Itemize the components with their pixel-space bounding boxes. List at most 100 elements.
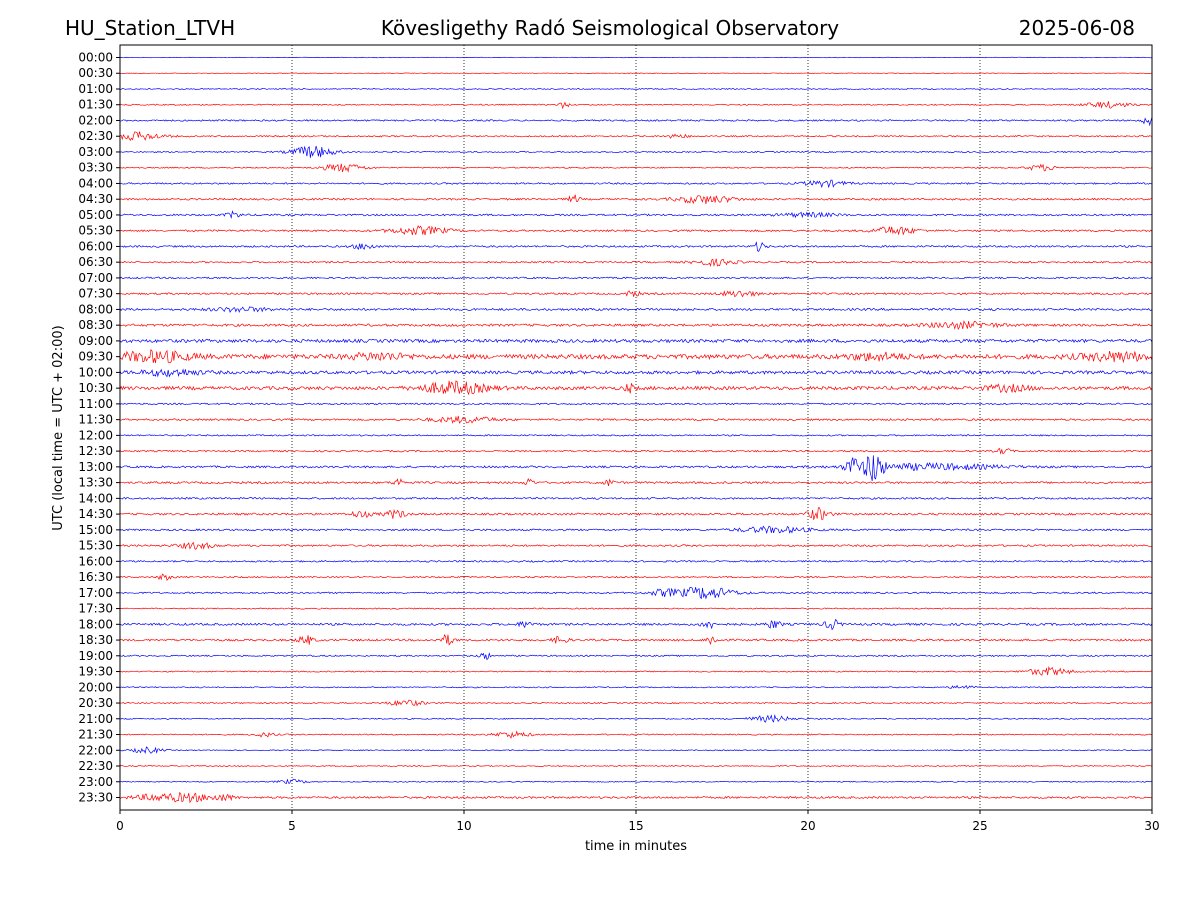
y-tick-label: 15:00 [78,523,113,537]
y-tick-label: 06:30 [78,255,113,269]
y-tick-label: 10:30 [78,381,113,395]
y-tick-label: 07:00 [78,271,113,285]
y-tick-label: 11:30 [78,413,113,427]
y-tick-label: 08:00 [78,302,113,316]
trace-0830 [119,320,1153,331]
y-tick-label: 14:00 [78,491,113,505]
y-tick-label: 04:00 [78,176,113,190]
y-tick-label: 14:30 [78,507,113,521]
y-tick-label: 09:30 [78,350,113,364]
trace-0300 [119,145,1153,158]
observatory-title: Kövesligethy Radó Seismological Observat… [381,16,839,40]
y-tick-label: 20:00 [78,680,113,694]
date-title: 2025-06-08 [1019,16,1135,40]
trace-1930 [119,666,1153,676]
trace-0400 [119,179,1153,189]
y-tick-label: 06:00 [78,239,113,253]
x-tick-label: 0 [116,819,124,833]
trace-1630 [119,573,1153,581]
trace-2330 [119,791,1153,804]
y-tick-label: 22:00 [78,743,113,757]
trace-1430 [119,507,1153,520]
y-tick-label: 12:00 [78,428,113,442]
trace-1500 [119,525,1153,535]
y-tick-label: 00:00 [78,51,113,65]
trace-0700 [119,276,1153,280]
trace-2300 [119,778,1153,785]
trace-1100 [119,402,1153,406]
trace-1000 [119,368,1153,378]
y-tick-label: 02:00 [78,113,113,127]
traces [119,56,1153,804]
trace-2000 [119,684,1153,689]
x-tick-label: 5 [288,819,296,833]
y-tick-label: 02:30 [78,129,113,143]
x-axis-label: time in minutes [585,839,687,854]
y-tick-label: 13:00 [78,460,113,474]
trace-0530 [119,224,1153,236]
y-tick-label: 05:30 [78,224,113,238]
y-tick-label: 18:00 [78,617,113,631]
x-tick-label: 15 [628,819,643,833]
trace-0000 [119,56,1153,59]
y-tick-label: 12:30 [78,444,113,458]
trace-1530 [119,541,1153,550]
y-tick-label: 01:00 [78,82,113,96]
y-tick-label: 23:30 [78,791,113,805]
trace-1300 [119,455,1153,481]
y-tick-label: 11:00 [78,397,113,411]
y-tick-label: 13:30 [78,476,113,490]
trace-2030 [119,699,1153,707]
trace-0230 [119,131,1153,141]
x-tick-label: 30 [1144,819,1159,833]
y-tick-label: 07:30 [78,287,113,301]
trace-0630 [119,258,1153,267]
station-title: HU_Station_LTVH [65,16,235,40]
trace-0200 [119,116,1153,127]
trace-0800 [119,306,1153,314]
trace-1600 [119,559,1153,563]
trace-1330 [119,477,1153,487]
grid-lines [291,45,981,810]
trace-0430 [119,194,1153,205]
y-tick-label: 03:30 [78,161,113,175]
x-tick-label: 25 [972,819,987,833]
trace-1030 [119,380,1153,396]
y-tick-label: 03:00 [78,145,113,159]
trace-1230 [119,447,1153,455]
trace-1800 [119,619,1153,631]
trace-0100 [119,88,1153,90]
x-tick-label: 20 [800,819,815,833]
y-tick-label: 21:00 [78,712,113,726]
y-tick-label: 21:30 [78,728,113,742]
trace-0030 [119,72,1153,74]
y-tick-label: 19:30 [78,665,113,679]
y-tick-label: 00:30 [78,66,113,80]
y-tick-label: 08:30 [78,318,113,332]
trace-0900 [119,338,1153,344]
trace-2100 [119,714,1153,723]
trace-0730 [119,290,1153,298]
y-tick-label: 17:30 [78,602,113,616]
trace-1200 [119,434,1153,437]
y-tick-label: 16:00 [78,554,113,568]
y-tick-label: 20:30 [78,696,113,710]
y-tick-label: 10:00 [78,365,113,379]
x-axis: 0 5 10 15 20 25 30 [116,810,1160,833]
trace-1730 [119,607,1153,610]
trace-1830 [119,633,1153,646]
y-tick-label: 09:00 [78,334,113,348]
trace-1900 [119,652,1153,661]
y-axis-label: UTC (local time = UTC + 02:00) [51,325,66,530]
y-tick-label: 22:30 [78,759,113,773]
trace-1400 [119,496,1153,500]
trace-2230 [119,765,1153,767]
y-tick-label: 23:00 [78,775,113,789]
y-tick-label: 05:00 [78,208,113,222]
y-tick-label: 01:30 [78,98,113,112]
y-tick-label: 15:30 [78,539,113,553]
y-tick-label: 16:30 [78,570,113,584]
y-tick-label: 19:00 [78,649,113,663]
trace-0500 [119,210,1153,219]
trace-1700 [119,587,1153,600]
